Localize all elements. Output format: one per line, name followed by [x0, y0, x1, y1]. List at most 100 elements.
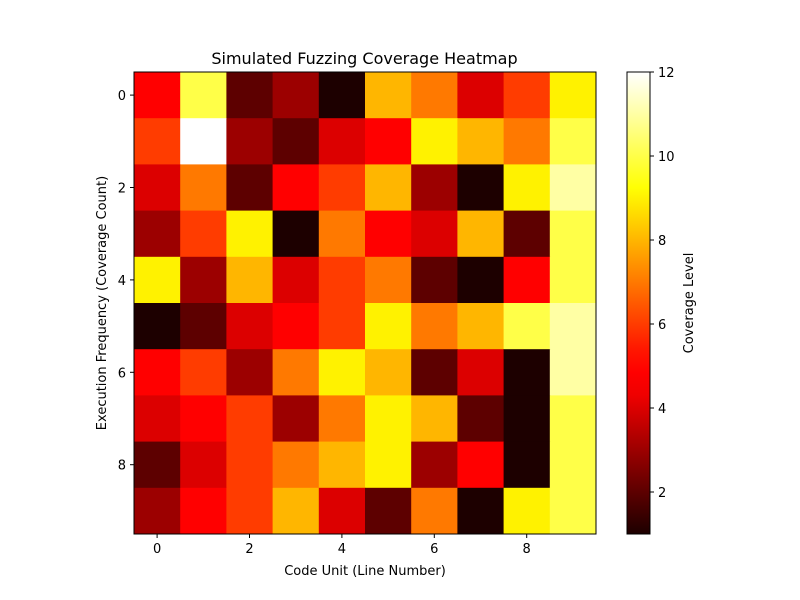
heatmap-cell [549, 441, 597, 489]
heatmap-cell [318, 303, 366, 350]
heatmap-cell [411, 303, 458, 350]
colorbar-tick-label: 2 [658, 486, 666, 501]
heatmap-cell [411, 164, 458, 212]
heatmap-cell [457, 118, 505, 165]
heatmap-cell [503, 118, 551, 165]
heatmap-cell [503, 210, 551, 258]
heatmap-cell [134, 256, 181, 304]
heatmap-cell [411, 118, 458, 165]
heatmap-cell [226, 441, 274, 489]
heatmap-cell [365, 441, 412, 489]
heatmap-cell [365, 303, 412, 350]
heatmap-cell [457, 487, 505, 535]
heatmap-cell [226, 72, 274, 119]
heatmap-cell [457, 303, 505, 350]
heatmap-cell [411, 256, 458, 304]
heatmap-cell [503, 395, 551, 443]
heatmap-cell [549, 256, 597, 304]
colorbar-ticks: 2 4 6 8 10 12 [650, 66, 675, 501]
y-axis-ticks: 0 2 4 6 8 [118, 89, 134, 474]
heatmap-cell [180, 487, 227, 535]
heatmap-cell [226, 395, 274, 443]
heatmap-cell [365, 118, 412, 165]
heatmap-cell [226, 210, 274, 258]
heatmap-cell [272, 441, 320, 489]
x-tick-label: 6 [430, 542, 438, 557]
x-axis-ticks: 0 2 4 6 8 [153, 534, 531, 557]
heatmap-cell [457, 395, 505, 443]
heatmap-cell [134, 118, 181, 165]
heatmap-cell [457, 441, 505, 489]
heatmap-cell [549, 487, 597, 535]
heatmap-cell [365, 210, 412, 258]
heatmap-cell [272, 210, 320, 258]
heatmap-cell [180, 303, 227, 350]
heatmap-cell [503, 256, 551, 304]
y-tick-label: 8 [118, 459, 126, 474]
heatmap-cell [272, 256, 320, 304]
heatmap-cell [411, 441, 458, 489]
colorbar [626, 71, 651, 535]
colorbar-tick-label: 4 [658, 402, 666, 417]
heatmap-cell [134, 72, 181, 119]
colorbar-tick-label: 10 [658, 150, 675, 165]
heatmap-cell [549, 164, 597, 212]
heatmap-cell [134, 210, 181, 258]
heatmap-cell [180, 72, 227, 119]
heatmap-cell [180, 395, 227, 443]
heatmap-cells [134, 72, 597, 535]
heatmap-cell [457, 164, 505, 212]
x-tick-label: 0 [153, 542, 161, 557]
heatmap-cell [318, 210, 366, 258]
heatmap-cell [549, 118, 597, 165]
heatmap-cell [318, 349, 366, 396]
x-tick-label: 8 [523, 542, 531, 557]
heatmap-cell [180, 349, 227, 396]
heatmap-cell [503, 441, 551, 489]
heatmap-cell [180, 210, 227, 258]
heatmap-cell [411, 395, 458, 443]
heatmap-cell [180, 164, 227, 212]
heatmap-cell [503, 303, 551, 350]
heatmap-cell [411, 349, 458, 396]
heatmap-cell [365, 164, 412, 212]
heatmap-cell [226, 487, 274, 535]
heatmap-cell [411, 72, 458, 119]
heatmap-cell [134, 164, 181, 212]
heatmap-cell [549, 210, 597, 258]
heatmap-cell [134, 349, 181, 396]
heatmap-cell [272, 487, 320, 535]
heatmap-cell [226, 256, 274, 304]
heatmap-cell [134, 303, 181, 350]
heatmap-cell [226, 303, 274, 350]
y-tick-label: 2 [118, 182, 126, 197]
heatmap-cell [272, 349, 320, 396]
heatmap-cell [180, 441, 227, 489]
chart-title: Simulated Fuzzing Coverage Heatmap [211, 49, 517, 68]
heatmap-cell [134, 441, 181, 489]
heatmap-cell [318, 256, 366, 304]
heatmap-cell [318, 395, 366, 443]
colorbar-tick-label: 6 [658, 318, 666, 333]
heatmap-cell [365, 349, 412, 396]
heatmap-cell [272, 118, 320, 165]
heatmap-cell [503, 487, 551, 535]
x-tick-label: 2 [245, 542, 253, 557]
plot-frame [133, 71, 597, 535]
y-tick-label: 4 [118, 274, 126, 289]
heatmap-cell [365, 487, 412, 535]
heatmap-cell [457, 349, 505, 396]
colorbar-tick-label: 8 [658, 234, 666, 249]
heatmap-cell [180, 118, 227, 165]
heatmap-cell [457, 256, 505, 304]
heatmap-cell [549, 72, 597, 119]
heatmap-cell [318, 164, 366, 212]
heatmap-cell [226, 118, 274, 165]
heatmap-cell [503, 72, 551, 119]
colorbar-label: Coverage Level [682, 253, 697, 354]
heatmap-cell [318, 487, 366, 535]
heatmap-cell [457, 72, 505, 119]
heatmap-cell [503, 349, 551, 396]
y-tick-label: 0 [118, 89, 126, 104]
heatmap-cell [272, 303, 320, 350]
